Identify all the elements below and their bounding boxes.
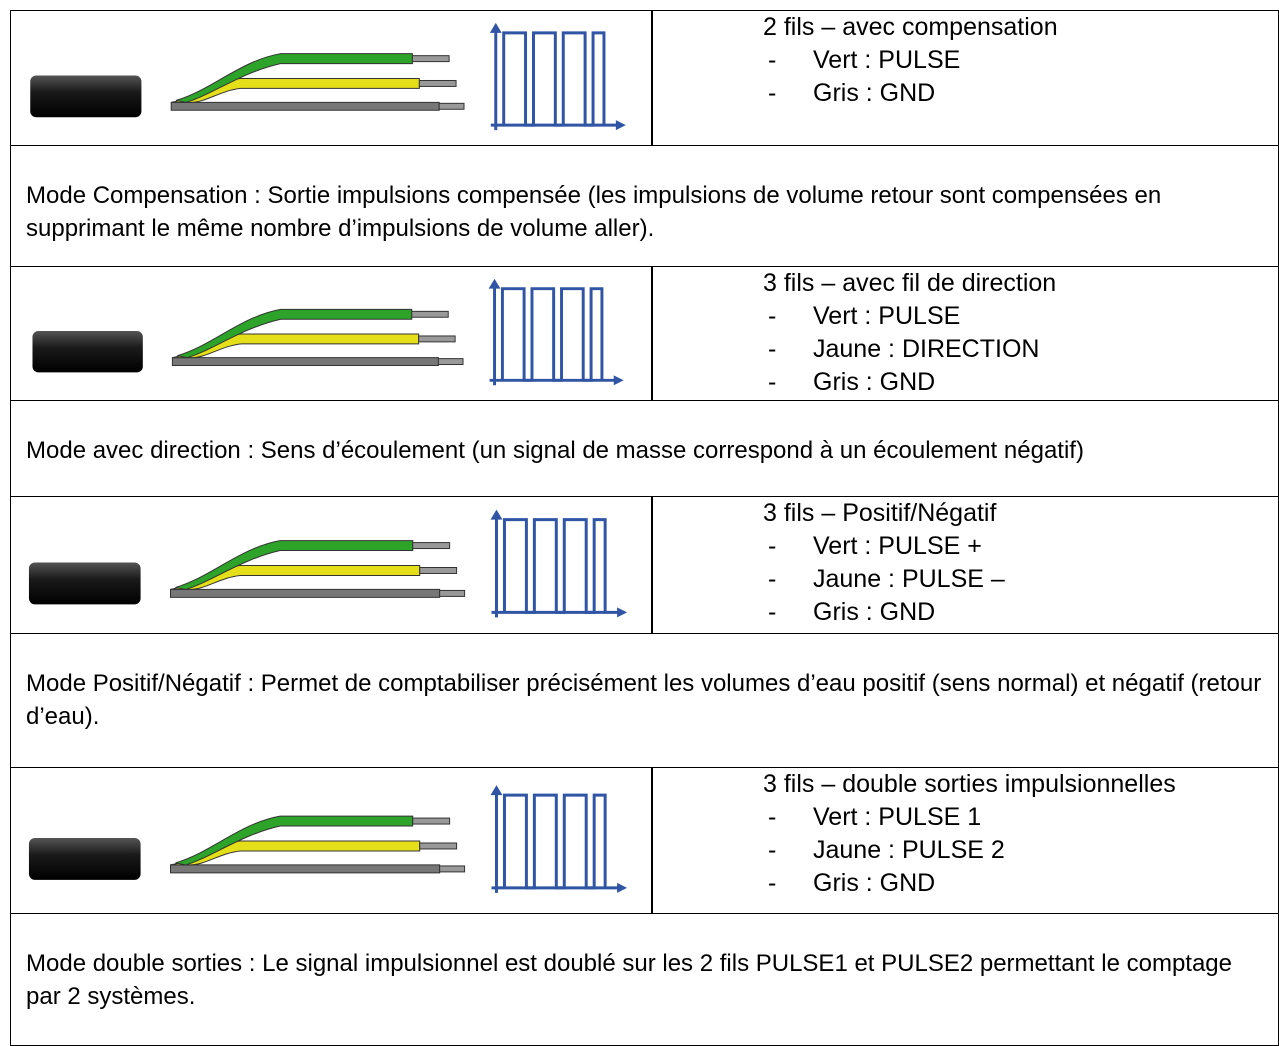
bullet: -: [768, 598, 777, 626]
description-cell: Mode double sorties : Le signal impulsio…: [10, 913, 1279, 1046]
wiring-image-cell: [10, 266, 652, 401]
wire-item: - Jaune : PULSE –: [768, 563, 1005, 596]
wire-item: - Jaune : DIRECTION: [768, 333, 1039, 366]
wiring-image-cell: [10, 767, 652, 914]
bullet: -: [768, 368, 777, 396]
wires-heading: 2 fils – avec compensation: [763, 13, 1058, 41]
bullet: -: [768, 335, 777, 363]
description-cell: Mode Positif/Négatif : Permet de comptab…: [10, 633, 1279, 768]
bullet: -: [768, 869, 777, 897]
cable-diagram: [11, 497, 651, 633]
wires-cell: 3 fils – avec fil de direction - Vert : PU…: [652, 266, 1279, 401]
bullet: -: [768, 565, 777, 593]
cable-diagram: [11, 768, 651, 913]
wire-item: - Gris : GND: [768, 77, 935, 110]
bullet: -: [768, 803, 777, 831]
bullet: -: [768, 46, 777, 74]
description-text: Mode Compensation : Sortie impulsions co…: [26, 182, 1162, 242]
description-text: Mode avec direction : Sens d’écoulement …: [26, 437, 1084, 464]
wire-item: - Gris : GND: [768, 596, 935, 629]
bullet: -: [768, 836, 777, 864]
bullet: -: [768, 532, 777, 560]
cable-diagram: [11, 11, 651, 145]
description-text: Mode Positif/Négatif : Permet de comptab…: [26, 670, 1262, 730]
wire-item: - Vert : PULSE 1: [768, 801, 981, 834]
description-text: Mode double sorties : Le signal impulsio…: [26, 950, 1232, 1010]
wires-heading: 3 fils – double sorties impulsionnelles: [763, 770, 1176, 798]
wiring-image-cell: [10, 496, 652, 634]
bullet: -: [768, 302, 777, 330]
wires-cell: 3 fils – double sorties impulsionnelles -…: [652, 767, 1279, 914]
wires-cell: 2 fils – avec compensation - Vert : PULSE -…: [652, 10, 1279, 146]
wire-item: - Gris : GND: [768, 366, 935, 399]
wires-heading: 3 fils – Positif/Négatif: [763, 499, 997, 527]
wires-cell: 3 fils – Positif/Négatif - Vert : PULSE + -…: [652, 496, 1279, 634]
wire-item: - Vert : PULSE +: [768, 530, 982, 563]
wires-heading: 3 fils – avec fil de direction: [763, 269, 1057, 297]
description-cell: Mode avec direction : Sens d’écoulement …: [10, 400, 1279, 497]
description-cell: Mode Compensation : Sortie impulsions co…: [10, 145, 1279, 267]
cable-diagram: [11, 267, 651, 400]
wire-item: - Vert : PULSE: [768, 44, 960, 77]
wire-item: - Gris : GND: [768, 867, 935, 900]
bullet: -: [768, 79, 777, 107]
wire-item: - Jaune : PULSE 2: [768, 834, 1005, 867]
wiring-image-cell: [10, 10, 652, 146]
wire-item: - Vert : PULSE: [768, 300, 960, 333]
